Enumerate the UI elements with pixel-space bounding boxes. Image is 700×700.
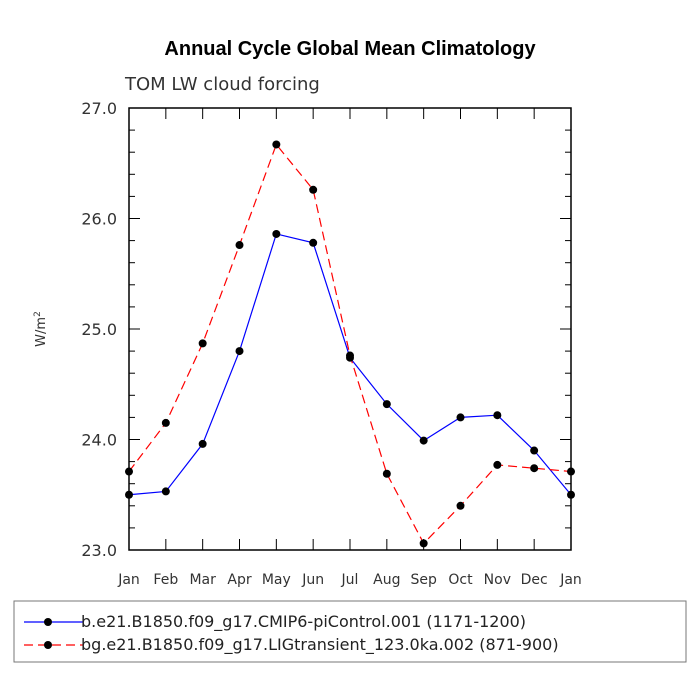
series-line-2 (128, 143, 572, 545)
x-tick-label: Oct (448, 572, 473, 588)
series-2-point (198, 339, 207, 348)
legend-box (13, 600, 687, 663)
series-1-point (272, 229, 281, 238)
series-1-point (456, 413, 465, 422)
x-tick-label: Jun (301, 572, 324, 588)
x-tick-label: Feb (153, 572, 178, 588)
legend-marker-1 (44, 618, 52, 626)
series-2-point (382, 469, 391, 478)
tick-labels: 23.0 24.0 25.0 26.0 27.0 Jan Feb Mar Apr May Jun Ju… (81, 99, 581, 588)
series-line-1 (128, 233, 572, 496)
series-2-point (346, 351, 354, 360)
x-tick-label: Jul (341, 572, 359, 588)
series-2-point (419, 539, 428, 548)
series-1-point (530, 446, 539, 455)
x-tick-label: Sep (410, 572, 437, 588)
legend-label-2: bg.e21.B1850.f09_g17.LIGtransient_123.0k… (81, 635, 559, 655)
plot-series (125, 140, 575, 548)
y-axis-label: W/m2 (33, 311, 49, 347)
x-tick-label: Nov (484, 572, 511, 588)
y-tick-label: 26.0 (81, 210, 117, 229)
x-tick-label: May (262, 572, 291, 588)
series-1-point (161, 487, 170, 496)
y-axis-label-base: W/m (34, 317, 49, 347)
x-tick-label: Mar (189, 572, 216, 588)
series-1-point (493, 411, 502, 420)
y-axis-label-exponent: 2 (33, 311, 43, 317)
legend-label-1: b.e21.B1850.f09_g17.CMIP6-piControl.001 … (81, 612, 526, 632)
series-1-point (382, 400, 391, 409)
series-1-point (198, 439, 207, 448)
y-tick-label: 24.0 (81, 431, 117, 450)
axis-ticks (128, 107, 572, 551)
plot-frame (128, 107, 572, 551)
series-1-point (309, 238, 318, 247)
legend-marker-2 (44, 641, 52, 649)
legend: b.e21.B1850.f09_g17.CMIP6-piControl.001 … (24, 612, 559, 655)
series-2-point (161, 418, 170, 427)
x-tick-label: Aug (373, 572, 400, 588)
x-tick-label: Jan (559, 572, 582, 588)
chart-title: Annual Cycle Global Mean Climatology (164, 38, 536, 60)
series-1-point (235, 347, 244, 356)
x-tick-label: Dec (521, 572, 548, 588)
series-2-point (235, 241, 244, 250)
x-tick-label: Apr (227, 572, 251, 588)
y-tick-label: 25.0 (81, 320, 117, 339)
y-tick-label: 23.0 (81, 541, 117, 560)
series-2-point (493, 460, 502, 469)
series-2-point (456, 501, 465, 510)
series-1-point (419, 436, 428, 445)
series-2-point (309, 185, 318, 194)
x-tick-label: Jan (117, 572, 140, 588)
chart-subtitle: TOM LW cloud forcing (124, 74, 320, 95)
series-2-point (530, 464, 539, 473)
y-tick-label: 27.0 (81, 99, 117, 118)
series-2-point (272, 140, 281, 149)
